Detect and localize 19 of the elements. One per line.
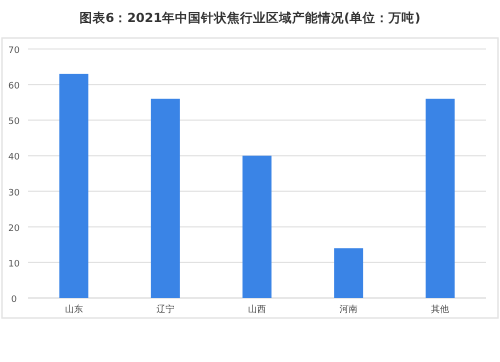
bar (242, 156, 272, 298)
bar (334, 248, 364, 298)
x-tick-label: 其他 (431, 304, 450, 315)
bar (426, 98, 455, 298)
y-tick-label: 10 (8, 259, 20, 270)
y-tick-label: 20 (8, 224, 20, 234)
x-tick-label: 山东 (64, 304, 83, 315)
x-tick-label: 山西 (248, 304, 266, 315)
y-tick-label: 30 (8, 188, 20, 198)
x-tick-label: 辽宁 (156, 304, 174, 315)
x-tick-label: 河南 (340, 304, 358, 315)
chart-title: 图表6：2021年中国针状焦行业区域产能情况(单位：万吨) (80, 10, 420, 25)
bar (150, 98, 180, 298)
y-tick-label: 40 (8, 152, 20, 163)
y-tick-label: 70 (8, 46, 20, 56)
y-tick-label: 60 (8, 82, 20, 92)
y-tick-label: 50 (8, 117, 20, 128)
bar (59, 74, 88, 298)
y-tick-label: 0 (11, 295, 18, 305)
